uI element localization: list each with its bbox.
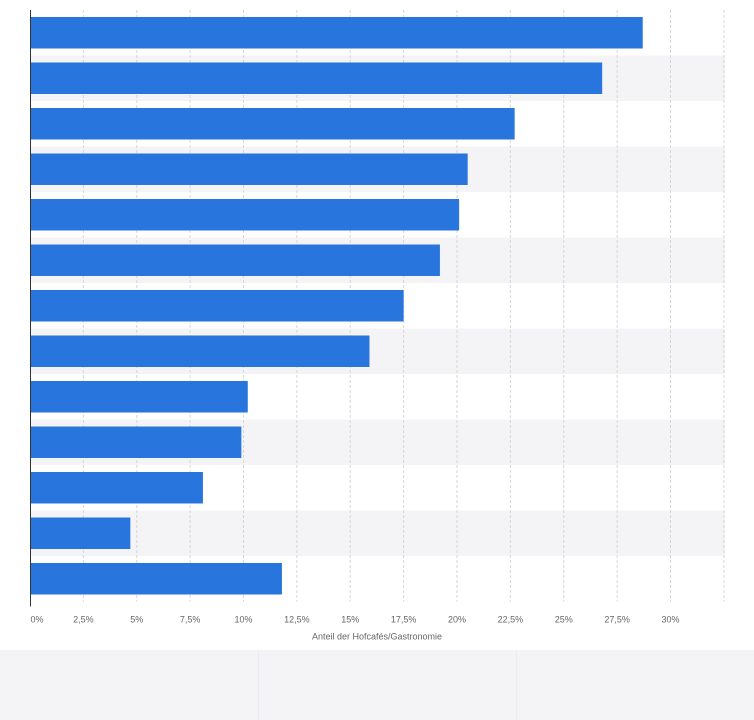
x-tick-label: 30%: [661, 615, 679, 625]
panel-divider: [258, 650, 259, 720]
x-tick-label: 7,5%: [180, 615, 201, 625]
bar: [30, 426, 242, 458]
x-tick-label: 10%: [234, 615, 252, 625]
x-tick-label: 22,5%: [498, 615, 524, 625]
x-tick-label: 27,5%: [604, 615, 630, 625]
bar: [30, 108, 515, 140]
x-tick-label: 2,5%: [73, 615, 94, 625]
bar: [30, 199, 460, 231]
bar: [30, 335, 370, 367]
row-stripe: [30, 510, 725, 556]
bar: [30, 244, 440, 276]
x-tick-label: 12,5%: [284, 615, 310, 625]
bottom-panel: [0, 650, 754, 720]
chart-area: 0% 2,5% 5% 7,5% 10% 12,5% 15% 17,5% 20% 22,5% 25% 2…: [0, 0, 754, 650]
bar: [30, 290, 404, 322]
bar: [30, 381, 248, 413]
x-tick-label: 15%: [341, 615, 359, 625]
x-tick-label: 25%: [555, 615, 573, 625]
x-tick-label: 5%: [130, 615, 143, 625]
bar-chart: 0% 2,5% 5% 7,5% 10% 12,5% 15% 17,5% 20% 22,5% 25% 2…: [30, 10, 725, 642]
x-tick-label: 17,5%: [391, 615, 417, 625]
bar: [30, 472, 203, 504]
bar: [30, 153, 468, 185]
x-axis-title: Anteil der Hofcafés/Gastronomie: [312, 632, 442, 642]
bar: [30, 563, 282, 595]
x-tick-label: 0%: [30, 615, 43, 625]
x-tick-label: 20%: [448, 615, 466, 625]
bar: [30, 62, 603, 94]
bar: [30, 17, 643, 49]
panel-divider: [516, 650, 517, 720]
bar: [30, 517, 131, 549]
